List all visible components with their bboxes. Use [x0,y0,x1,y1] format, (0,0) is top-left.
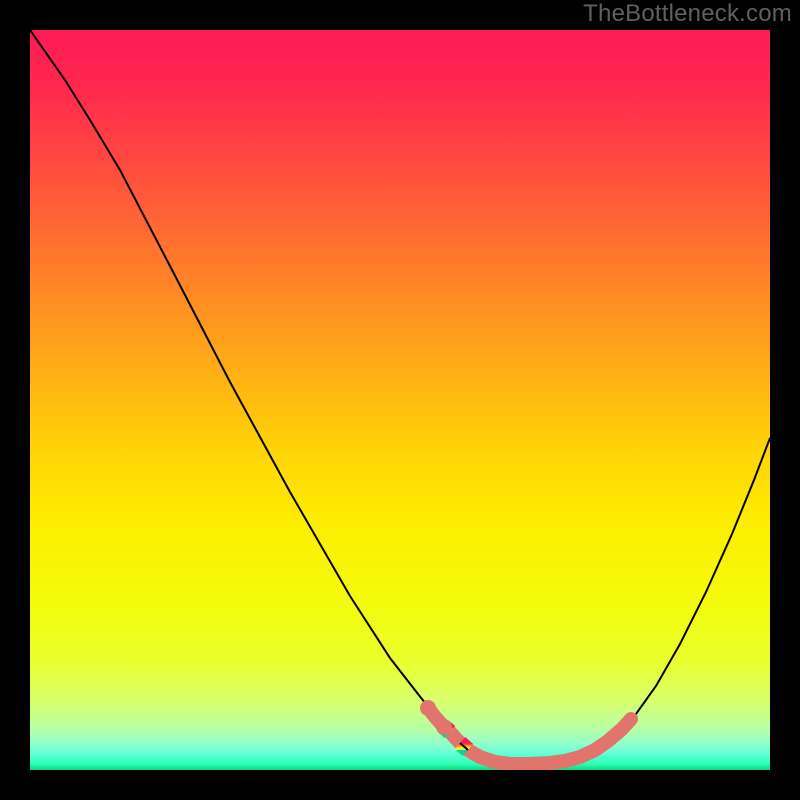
plot-area [30,30,770,770]
plot-svg [30,30,770,770]
chart-frame: TheBottleneck.com [0,0,800,800]
gradient-background [30,30,770,770]
watermark-text: TheBottleneck.com [583,0,792,28]
